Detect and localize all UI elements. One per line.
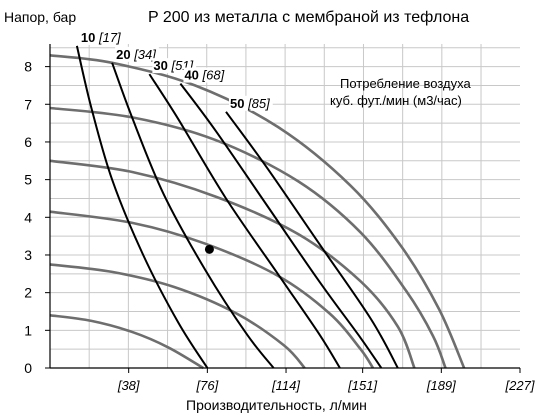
x-tick-label-227: [227]: [505, 378, 535, 393]
operating-point-marker: [204, 244, 214, 254]
y-axis-label: Напор, бар: [4, 9, 76, 25]
air-curve-labels: 10 [17]20 [34]30 [51]40 [68]50 [85]: [79, 29, 273, 111]
pump-curve-6.9: [49, 106, 447, 369]
y-tick-label-6: 6: [24, 134, 32, 150]
pump-curve-1.4: [49, 314, 204, 370]
x-tick-label-38: [38]: [117, 378, 140, 393]
pump-curve-2.75: [49, 263, 306, 369]
air-curve-label-bg-40: [183, 67, 228, 83]
air-consumption-curves: [75, 45, 399, 369]
air-curve-label-40: 40 [68]: [184, 68, 224, 83]
legend-note-line-2: куб. фут./мин (м3/час): [330, 93, 462, 108]
air-curve-20: [111, 62, 275, 369]
air-curve-50: [225, 111, 399, 369]
air-curve-10: [75, 45, 209, 369]
x-tick-labels: [38] [76] [114] [151] [189] [227]: [117, 368, 535, 393]
air-curve-label-bg-10: [79, 29, 124, 45]
x-axis-label: Производительность, л/мин: [186, 397, 367, 413]
x-tick-label-151: [151]: [347, 378, 377, 393]
pump-curve-5.5: [49, 159, 416, 369]
air-curve-40: [179, 82, 383, 369]
x-tick-label-189: [189]: [426, 378, 456, 393]
y-tick-label-5: 5: [24, 172, 32, 188]
y-tick-labels: 0 1 2 3 4 5 6 7 8: [24, 59, 50, 376]
air-curve-label-10: 10 [17]: [81, 30, 121, 45]
chart-title: P 200 из металла с мембраной из тефлона: [148, 9, 469, 26]
pump-curve-8.3: [49, 54, 466, 369]
y-tick-label-4: 4: [24, 209, 32, 225]
y-tick-label-1: 1: [24, 322, 32, 338]
y-tick-label-7: 7: [24, 96, 32, 112]
legend-note-line-1: Потребление воздуха: [340, 76, 471, 91]
y-tick-label-8: 8: [24, 59, 32, 75]
air-curve-label-50: 50 [85]: [230, 96, 270, 111]
y-tick-label-3: 3: [24, 247, 32, 263]
air-curve-30: [148, 73, 341, 369]
x-tick-label-114: [114]: [271, 378, 300, 393]
air-curve-label-20: 20 [34]: [116, 47, 156, 62]
y-tick-label-0: 0: [24, 360, 32, 376]
air-curve-label-bg-50: [228, 95, 273, 111]
marker-group: [204, 244, 214, 254]
pump-curve-4.15: [49, 210, 375, 369]
y-tick-label-2: 2: [24, 285, 32, 301]
air-curve-label-bg-20: [115, 46, 159, 62]
x-tick-label-76: [76]: [196, 378, 219, 393]
